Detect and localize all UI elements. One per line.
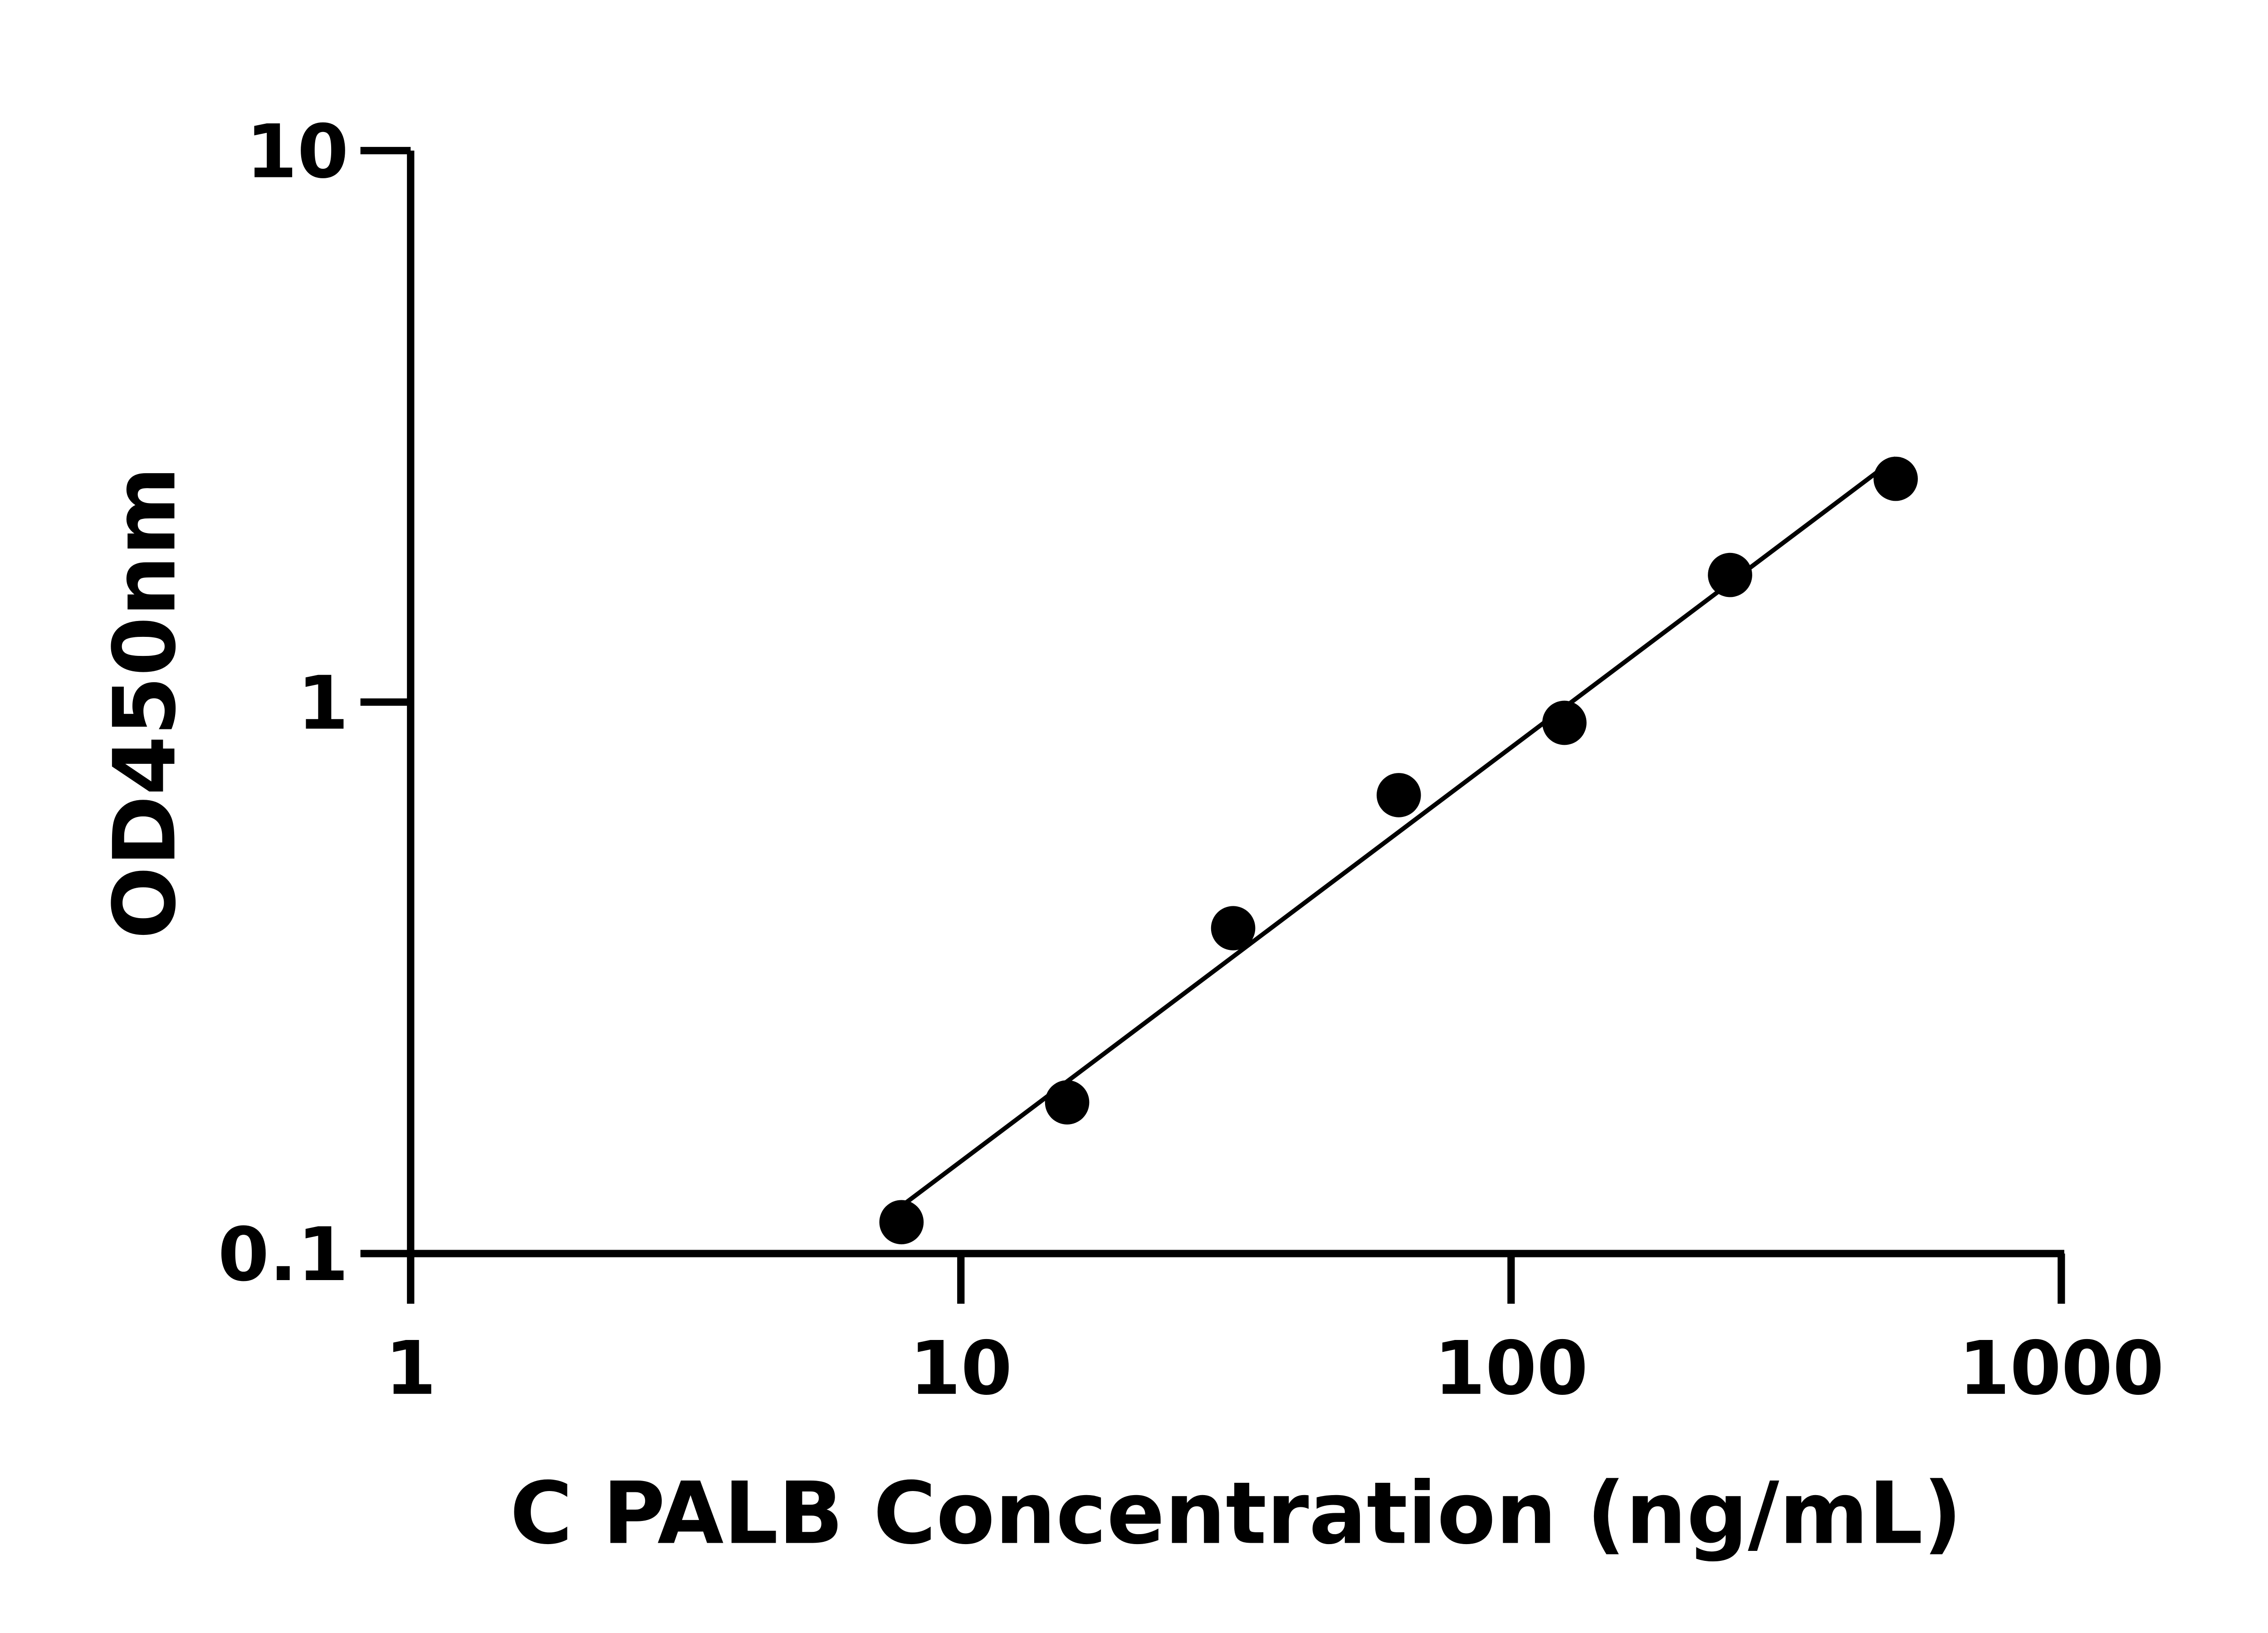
axes: 1 10 100 1000 0.1 1 10	[218, 109, 2164, 1412]
y-tick-label: 0.1	[218, 1212, 348, 1298]
data-point	[1211, 906, 1256, 951]
x-tick-label: 1000	[1959, 1326, 2164, 1412]
x-tick-label: 100	[1434, 1326, 1588, 1412]
data-point	[1873, 456, 1918, 501]
data-point	[1045, 1080, 1090, 1125]
data-point	[1376, 773, 1421, 817]
x-tick-label: 10	[909, 1326, 1012, 1412]
x-tick-label: 1	[385, 1326, 436, 1412]
data-point	[1542, 700, 1587, 745]
data-point	[1708, 552, 1752, 597]
data-point	[879, 1200, 924, 1245]
y-tick-label: 1	[297, 660, 348, 746]
x-axis-label: C PALB Concentration (ng/mL)	[510, 1463, 1962, 1563]
y-tick-label: 10	[246, 109, 348, 195]
data-points	[879, 456, 1918, 1245]
y-axis-label: OD450nm	[95, 466, 195, 939]
